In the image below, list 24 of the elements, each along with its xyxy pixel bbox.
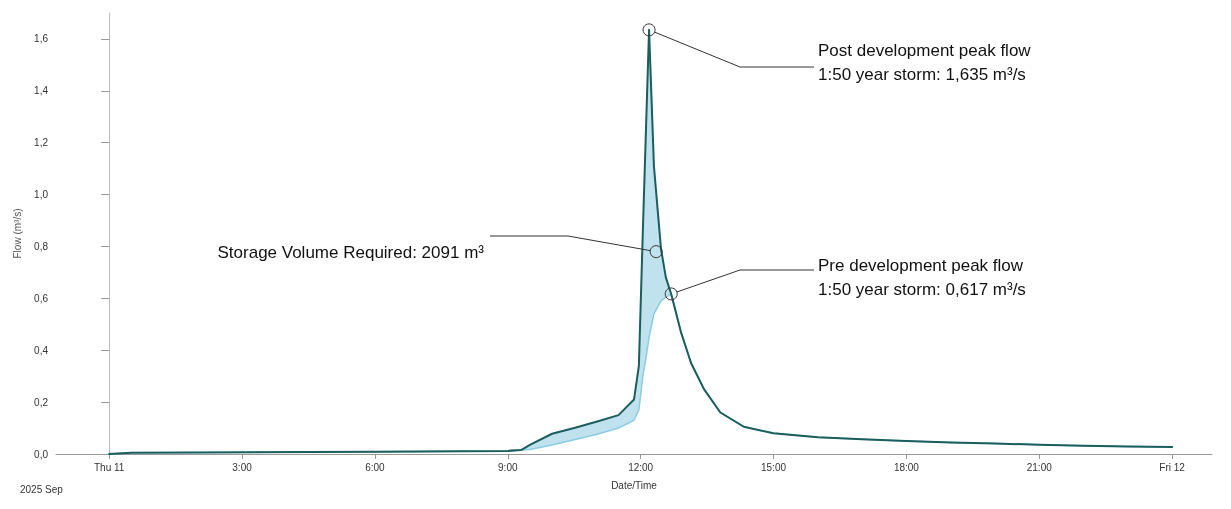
x-tick-label: 6:00: [365, 461, 386, 473]
x-axis-title: Date/Time: [611, 479, 658, 491]
text: 2025 Sep: [20, 483, 64, 495]
y-axis-title: Flow (m³/s): [11, 208, 23, 259]
annotation: Storage Volume Required: 2091 m³: [217, 243, 485, 262]
y-tick-label: 1,4: [34, 85, 49, 97]
y-tick-label: 0,8: [34, 240, 49, 252]
x-tick-label: 15:00: [761, 461, 787, 473]
y-tick-label: 1,2: [34, 137, 49, 149]
y-tick-label: 0,4: [34, 344, 49, 356]
annotation: Pre development peak flow 1:50 year storm: 0,617 m³/s: [818, 256, 1026, 299]
x-tick-label: Fri 12: [1159, 461, 1186, 473]
y-tick-label: 1,0: [34, 189, 49, 201]
x-tick-label: 21:00: [1026, 461, 1053, 473]
y-tick-label: 0,6: [34, 292, 49, 304]
x-tick-label: 3:00: [232, 461, 253, 473]
x-tick-label: 9:00: [498, 461, 518, 473]
x-tick-label: 12:00: [628, 461, 654, 473]
x-tick-label: Thu 11: [93, 461, 125, 473]
y-tick-label: 0,2: [34, 396, 49, 408]
x-tick-label: 18:00: [893, 461, 920, 473]
annotation: Post development peak flow 1:50 year storm: 1,635 m³/s: [818, 41, 1032, 84]
y-tick-label: 0,0: [34, 448, 49, 460]
y-tick-label: 1,6: [34, 33, 49, 45]
